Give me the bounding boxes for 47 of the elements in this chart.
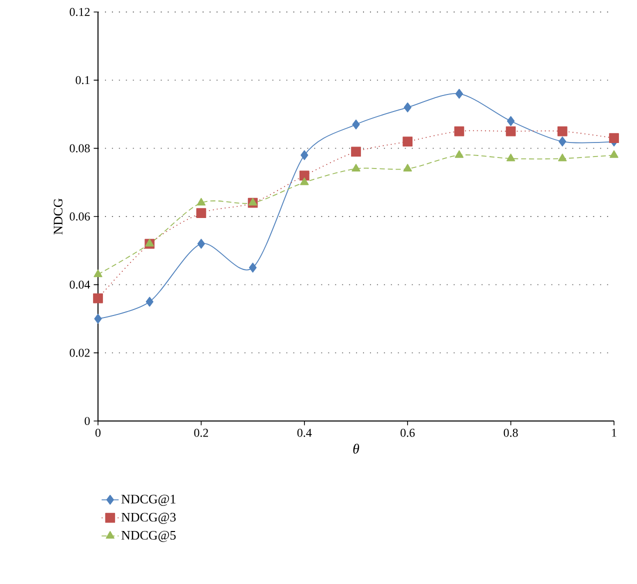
x-tick-label: 0.4: [297, 428, 312, 437]
point: [557, 126, 568, 136]
point: [197, 238, 206, 249]
legend-label: NDCG@5: [121, 530, 176, 542]
point: [352, 164, 360, 172]
point: [402, 136, 413, 146]
point: [146, 296, 154, 307]
y-axis-title: NDCG: [54, 198, 62, 234]
point: [455, 88, 464, 99]
point: [196, 208, 206, 218]
point: [300, 177, 309, 186]
x-tick-label: 1: [612, 428, 616, 437]
point: [558, 136, 566, 146]
legend-label: NDCG@1: [121, 494, 176, 506]
point: [299, 170, 310, 181]
x-axis-title: θ: [353, 444, 360, 454]
x-tick-label: 0: [95, 428, 101, 437]
point: [403, 164, 412, 172]
point: [351, 146, 361, 157]
legend-label: NDCG@3: [121, 512, 176, 524]
x-tick-label: 0.2: [194, 428, 208, 437]
point: [93, 293, 103, 304]
point: [300, 150, 308, 160]
point: [352, 120, 360, 130]
point: [248, 262, 257, 273]
x-tick-label: 0.6: [400, 428, 415, 437]
y-tick-label: 0.02: [70, 348, 90, 357]
point: [454, 150, 464, 158]
point: [609, 133, 619, 144]
point: [506, 154, 516, 162]
y-tick-label: 0.06: [70, 212, 90, 221]
point: [558, 154, 567, 162]
y-tick-label: 0.04: [70, 280, 90, 289]
y-tick-label: 0.1: [76, 76, 90, 84]
point: [145, 238, 154, 246]
point: [506, 126, 516, 136]
point: [196, 198, 206, 206]
x-tick-label: 0.8: [504, 428, 518, 437]
point: [454, 126, 464, 136]
point: [94, 270, 102, 278]
point: [506, 116, 515, 126]
point: [94, 314, 102, 324]
y-tick-label: 0.12: [70, 8, 90, 16]
y-tick-label: 0.08: [70, 144, 90, 152]
y-tick-label: 0: [84, 416, 90, 426]
point: [404, 102, 412, 112]
point: [610, 150, 618, 158]
